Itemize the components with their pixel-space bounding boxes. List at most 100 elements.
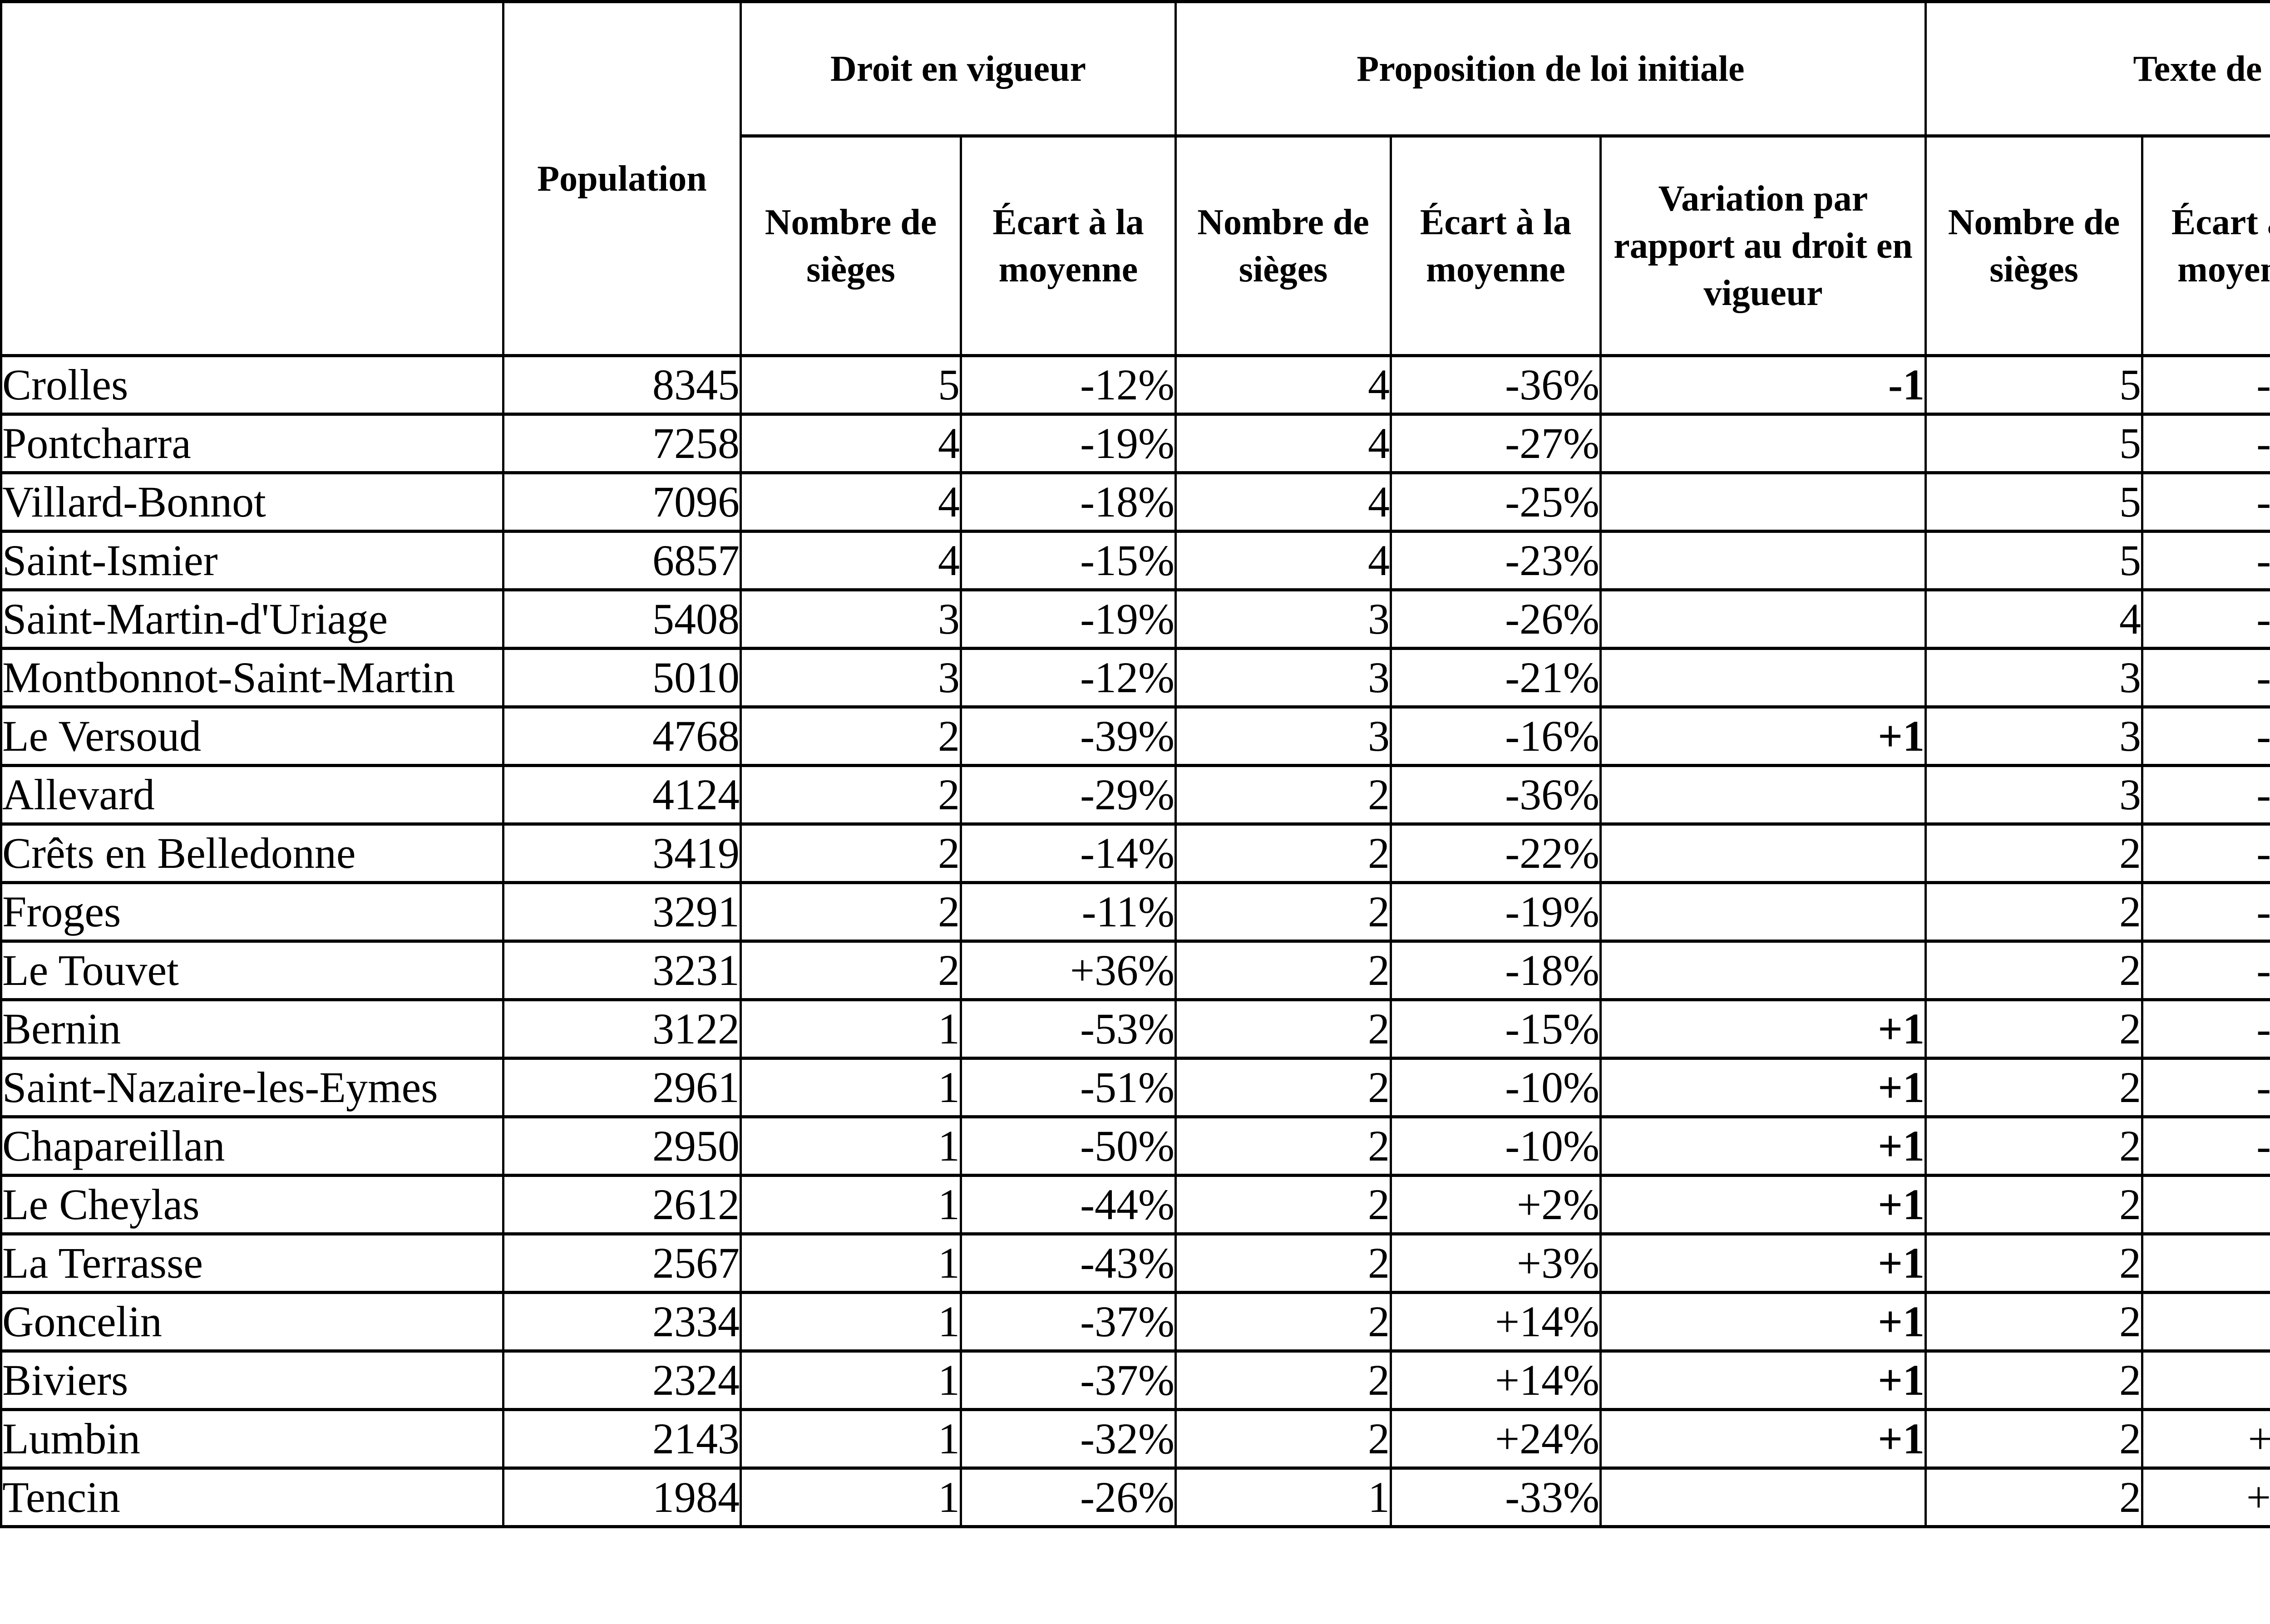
cell-pl-variation: +1 — [1599, 1349, 1927, 1411]
cell-dv-ecart: -19% — [960, 413, 1177, 474]
cell-pl-ecart: -18% — [1390, 940, 1602, 1001]
cell-pl-variation — [1599, 764, 1927, 826]
cell-dv-sieges: 1 — [740, 1408, 962, 1470]
cell-commune: Villard-Bonnot — [0, 471, 504, 533]
cell-tc-ecart: -31% — [2141, 822, 2270, 884]
cell-pl-variation: +1 — [1599, 1291, 1927, 1353]
table-row: Saint-Martin-d'Uriage54083-19%3-26%4-12%… — [0, 588, 2270, 650]
cell-pl-ecart: -26% — [1390, 588, 1602, 650]
cell-tc-ecart: -13% — [2141, 530, 2270, 591]
cell-pl-variation — [1599, 940, 1927, 1001]
cell-dv-sieges: 2 — [740, 822, 962, 884]
cell-dv-sieges: 1 — [740, 1057, 962, 1118]
group-header-texte-de-la-commission: Texte de la commission — [1924, 0, 2270, 138]
cell-tc-sieges: 5 — [1925, 471, 2143, 533]
cell-dv-ecart: -53% — [960, 998, 1177, 1060]
cell-pl-variation: +1 — [1599, 998, 1927, 1060]
cell-pl-sieges: 2 — [1174, 1291, 1392, 1353]
cell-commune: Crolles — [0, 354, 504, 416]
cell-pl-sieges: 4 — [1174, 354, 1392, 416]
cell-dv-ecart: -29% — [960, 764, 1177, 826]
cell-pl-ecart: +14% — [1390, 1291, 1602, 1353]
cell-tc-sieges: 2 — [1925, 1291, 2143, 1353]
cell-pl-ecart: +14% — [1390, 1349, 1602, 1411]
cell-pl-sieges: 2 — [1174, 1349, 1392, 1411]
cell-tc-sieges: 2 — [1925, 998, 2143, 1060]
communes-seats-table: Population Droit en vigueur Proposition … — [0, 0, 2270, 1528]
cell-dv-sieges: 1 — [740, 1232, 962, 1294]
cell-dv-sieges: 4 — [740, 471, 962, 533]
cell-pl-ecart: -16% — [1390, 705, 1602, 767]
cell-tc-ecart: -27% — [2141, 940, 2270, 1001]
cell-pl-ecart: -10% — [1390, 1057, 1602, 1118]
header-group-row: Population Droit en vigueur Proposition … — [0, 0, 2270, 357]
cell-dv-sieges: 1 — [740, 1467, 962, 1528]
cell-tc-sieges: 5 — [1925, 354, 2143, 416]
cell-dv-ecart: -43% — [960, 1232, 1177, 1294]
cell-dv-ecart: -32% — [960, 1408, 1177, 1470]
cell-dv-ecart: -19% — [960, 588, 1177, 650]
cell-tc-sieges: 2 — [1925, 940, 2143, 1001]
cell-population: 2143 — [502, 1408, 742, 1470]
column-header-pl-nombre-de-sieges: Nombre de sièges — [1174, 134, 1392, 357]
cell-pl-ecart: -21% — [1390, 647, 1602, 709]
cell-tc-sieges: 3 — [1925, 647, 2143, 709]
cell-pl-ecart: -27% — [1390, 413, 1602, 474]
cell-dv-sieges: 2 — [740, 881, 962, 943]
cell-pl-variation: +1 — [1599, 1408, 1927, 1470]
cell-tc-ecart: -29% — [2141, 354, 2270, 416]
cell-pl-variation — [1599, 413, 1927, 474]
table-row: Saint-Nazaire-les-Eymes 2961 1 -51% 2 -10% +1 2… — [0, 1057, 2270, 1118]
cell-pl-sieges: 4 — [1174, 413, 1392, 474]
cell-pl-variation — [1599, 1467, 1927, 1528]
column-header-dv-nombre-de-sieges: Nombre de sièges — [740, 134, 962, 357]
cell-population: 8345 — [502, 354, 742, 416]
cell-pl-variation — [1599, 530, 1927, 591]
cell-dv-sieges: 3 — [740, 588, 962, 650]
cell-pl-variation: +1 — [1599, 1057, 1927, 1118]
cell-commune: Chapareillan — [0, 1115, 504, 1177]
cell-tc-ecart: -25% — [2141, 705, 2270, 767]
cell-dv-ecart: -50% — [960, 1115, 1177, 1177]
cell-population: 5408 — [502, 588, 742, 650]
cell-dv-ecart: -37% — [960, 1349, 1177, 1411]
table-body: Crolles83455-12%4-36%-15-29%Pontcharra72… — [0, 354, 2270, 1528]
cell-dv-sieges: 2 — [740, 764, 962, 826]
cell-pl-ecart: -19% — [1390, 881, 1602, 943]
cell-pl-sieges: 2 — [1174, 940, 1392, 1001]
cell-pl-ecart: +24% — [1390, 1408, 1602, 1470]
cell-pl-variation: +1 — [1599, 705, 1927, 767]
cell-dv-sieges: 4 — [740, 413, 962, 474]
cell-population: 7096 — [502, 471, 742, 533]
cell-dv-sieges: 1 — [740, 998, 962, 1060]
cell-pl-variation: -1 — [1599, 354, 1927, 416]
cell-tc-sieges: 2 — [1925, 881, 2143, 943]
cell-tc-ecart: -16% — [2141, 471, 2270, 533]
cell-dv-sieges: 1 — [740, 1291, 962, 1353]
cell-population: 2950 — [502, 1115, 742, 1177]
cell-tc-ecart: -28% — [2141, 881, 2270, 943]
cell-tc-sieges: 3 — [1925, 764, 2143, 826]
cell-tc-sieges: 2 — [1925, 1174, 2143, 1235]
cell-tc-ecart: -9% — [2141, 1174, 2270, 1235]
cell-population: 6857 — [502, 530, 742, 591]
cell-pl-sieges: 2 — [1174, 822, 1392, 884]
cell-tc-ecart: +2% — [2141, 1291, 2270, 1353]
cell-tc-sieges: 2 — [1925, 1057, 2143, 1118]
cell-tc-sieges: 2 — [1925, 1232, 2143, 1294]
cell-pl-sieges: 2 — [1174, 881, 1392, 943]
cell-pl-ecart: -36% — [1390, 764, 1602, 826]
cell-dv-ecart: -12% — [960, 354, 1177, 416]
cell-population: 4124 — [502, 764, 742, 826]
cell-pl-sieges: 3 — [1174, 705, 1392, 767]
column-header-pl-ecart-a-la-moyenne: Écart à la moyenne — [1390, 134, 1602, 357]
